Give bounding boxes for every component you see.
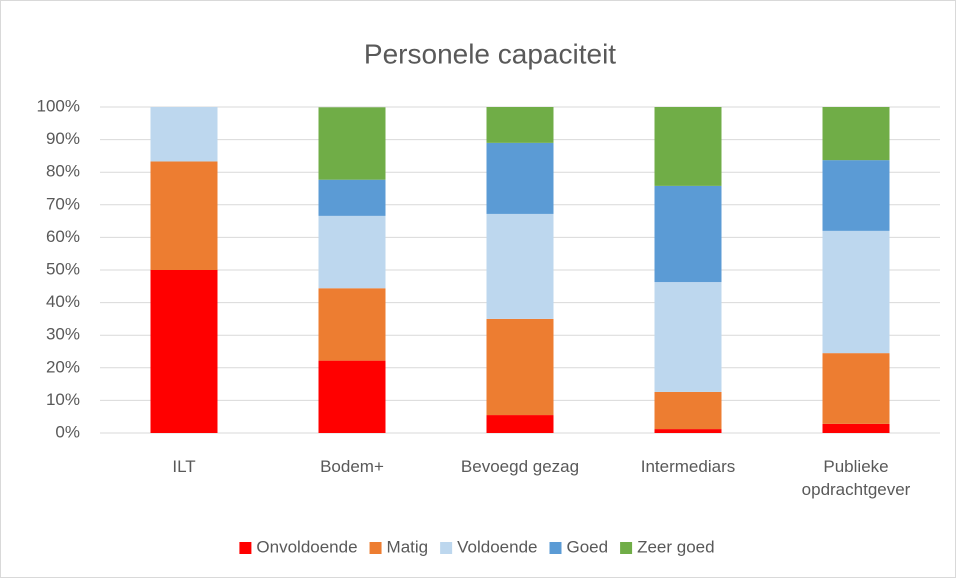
y-tick-label: 80% <box>46 162 80 181</box>
legend-label: Voldoende <box>457 537 537 556</box>
y-tick-label: 0% <box>55 422 80 441</box>
legend-swatch <box>549 542 562 554</box>
bar-segment <box>318 179 386 216</box>
y-tick-label: 100% <box>37 96 80 115</box>
bar-segment <box>822 353 890 424</box>
bar-segment <box>486 318 554 416</box>
bar-segment <box>486 142 554 214</box>
bar-segment <box>654 282 722 392</box>
legend-label: Onvoldoende <box>256 537 357 556</box>
legend-swatch <box>239 542 252 554</box>
x-tick-label: Publieke opdrachtgever <box>801 457 911 499</box>
bar-segment <box>486 107 554 143</box>
legend-swatch <box>620 542 633 554</box>
x-tick-label: Bevoegd gezag <box>460 457 580 476</box>
bar-segment <box>150 161 218 270</box>
x-tick-label: Bodem+ <box>320 457 384 476</box>
y-tick-label: 60% <box>46 227 80 246</box>
legend-label: Goed <box>567 537 609 556</box>
y-tick-label: 20% <box>46 357 80 376</box>
bar-segment <box>150 107 218 162</box>
legend-swatch <box>369 542 382 554</box>
bar-segment <box>150 270 218 433</box>
y-tick-label: 70% <box>46 194 80 213</box>
bar-segment <box>318 215 386 289</box>
bar-segment <box>654 391 722 430</box>
chart-title: Personele capaciteit <box>364 38 616 69</box>
y-tick-label: 90% <box>46 129 80 148</box>
x-tick-label: ILT <box>172 457 196 476</box>
bar-segment <box>822 423 890 433</box>
bar-segment <box>654 107 722 186</box>
bar-segment <box>654 429 722 433</box>
bar-segment <box>318 107 386 180</box>
y-tick-label: 50% <box>46 259 80 278</box>
bar-segment <box>486 415 554 433</box>
x-tick-label: Intermediars <box>640 457 736 476</box>
bar-segment <box>486 213 554 319</box>
y-tick-label: 10% <box>46 390 80 409</box>
bar-segment <box>822 230 890 354</box>
bar-segment <box>822 107 890 161</box>
legend-label: Matig <box>387 537 429 556</box>
y-tick-label: 30% <box>46 325 80 344</box>
y-tick-label: 40% <box>46 292 80 311</box>
legend-swatch <box>440 542 453 554</box>
legend-label: Zeer goed <box>637 537 715 556</box>
bar-segment <box>318 288 386 361</box>
bar-segment <box>822 160 890 231</box>
bar-segment <box>654 185 722 283</box>
bar-segment <box>318 360 386 433</box>
